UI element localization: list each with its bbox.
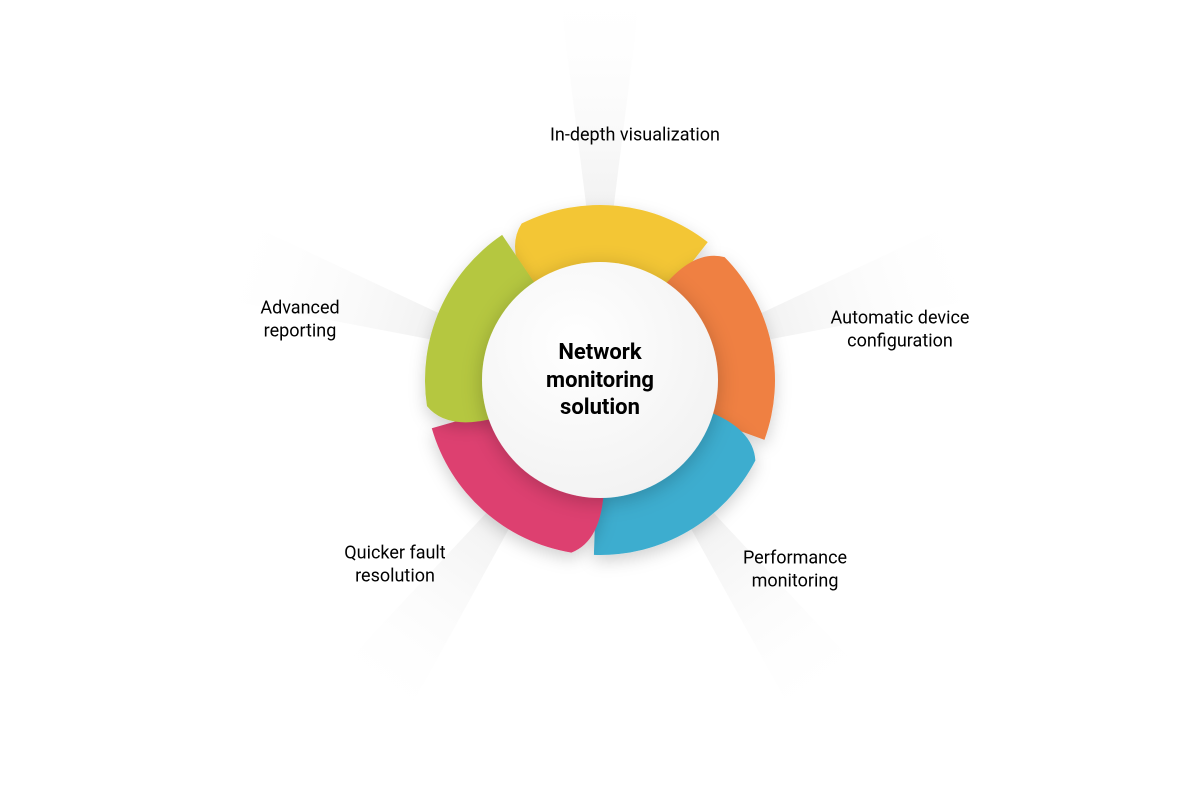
diagram-stage: Networkmonitoringsolution In-depth visual… — [0, 0, 1200, 800]
petal-label-quicker-fault-resolution: Quicker faultresolution — [285, 542, 505, 589]
petal-label-automatic-device-configuration: Automatic deviceconfiguration — [790, 307, 1010, 354]
petal-label-advanced-reporting: Advancedreporting — [190, 297, 410, 344]
petal-label-performance-monitoring: Performancemonitoring — [685, 547, 905, 594]
petal-label-in-depth-visualization: In-depth visualization — [525, 123, 745, 146]
center-label: Networkmonitoringsolution — [494, 339, 706, 422]
